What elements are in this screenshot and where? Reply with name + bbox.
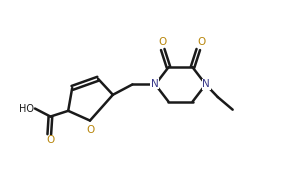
Text: N: N	[202, 80, 210, 90]
Text: HO: HO	[19, 103, 34, 113]
Text: O: O	[86, 124, 95, 135]
Text: O: O	[159, 37, 167, 47]
Text: O: O	[197, 37, 205, 47]
Text: N: N	[151, 79, 159, 89]
Text: O: O	[46, 135, 55, 146]
